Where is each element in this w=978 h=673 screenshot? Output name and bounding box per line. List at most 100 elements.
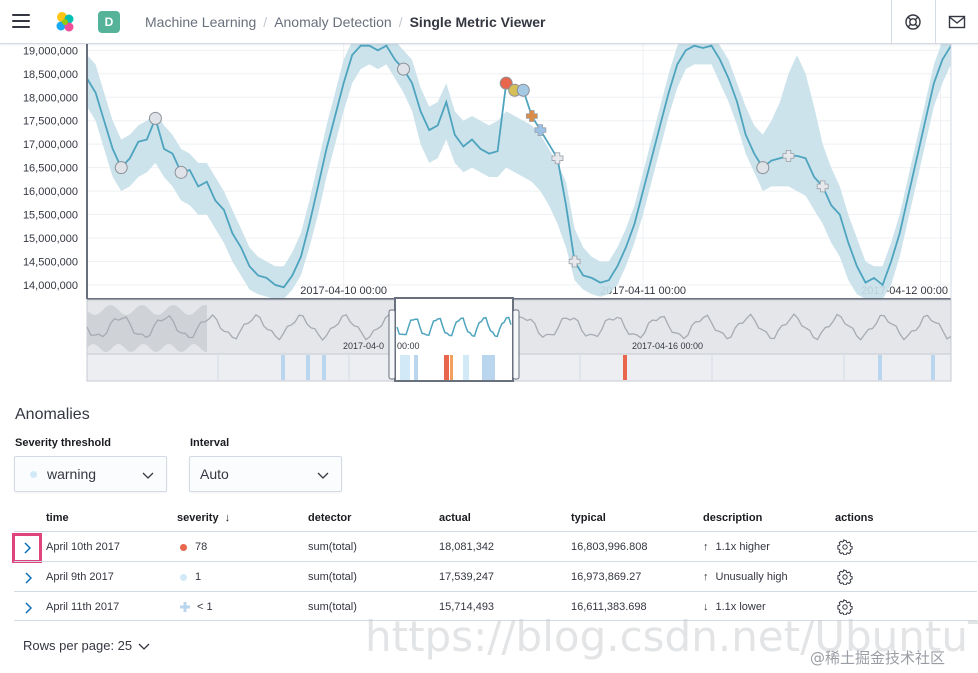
cell-severity: 1: [180, 571, 201, 583]
y-tick-label: 16,500,000: [23, 163, 78, 175]
context-date-label: 2017-04-16 00:00: [632, 341, 703, 351]
severity-cross-icon: [180, 602, 190, 612]
cell-severity: 78: [180, 541, 207, 553]
description-text: Unusually high: [715, 571, 788, 583]
cell-typical: 16,973,869.27: [571, 571, 642, 583]
chevron-down-icon: [317, 472, 329, 479]
anomaly-marker-cross: [782, 150, 795, 162]
y-tick-label: 15,000,000: [23, 233, 78, 245]
cell-actions: [837, 569, 853, 585]
rows-per-page-selector[interactable]: Rows per page: 25: [23, 638, 150, 653]
anomaly-marker-cross: [816, 180, 829, 193]
cell-actions: [837, 599, 853, 615]
anomaly-marker-circle: [516, 83, 530, 97]
severity-threshold-value: warning: [47, 466, 97, 482]
severity-dot-icon: [180, 543, 187, 551]
cell-typical: 16,611,383.698: [571, 601, 647, 613]
chevron-right-icon: [25, 602, 32, 614]
interval-value: Auto: [200, 466, 229, 482]
expand-row-button[interactable]: [14, 565, 42, 591]
swimlane-anomaly-mark: [878, 355, 882, 380]
column-header-typical[interactable]: typical: [571, 512, 606, 524]
expand-row-button[interactable]: [14, 595, 42, 621]
brush-handle[interactable]: [512, 309, 520, 380]
x-tick-label: 2017-04-11 00:00: [600, 285, 686, 297]
expand-row-button[interactable]: [12, 533, 42, 563]
column-header-time[interactable]: time: [46, 512, 69, 524]
cell-typical: 16,803,996.808: [571, 541, 648, 553]
context-brush-selection: [394, 297, 514, 382]
cell-actual: 18,081,342: [439, 541, 495, 553]
chart-svg[interactable]: 19,000,000 18,500,000 18,000,000 17,500,000…: [0, 44, 978, 384]
space-avatar[interactable]: D: [98, 11, 120, 33]
gear-icon[interactable]: [837, 599, 853, 615]
breadcrumb-separator: /: [263, 14, 268, 30]
x-tick-label: 2017-04-10 00:00: [300, 285, 387, 297]
interval-select[interactable]: Auto: [189, 456, 342, 492]
chevron-right-icon: [24, 542, 31, 554]
anomalies-table: time severity ↓ detector actual typical …: [12, 507, 977, 621]
menu-icon[interactable]: [12, 14, 30, 28]
severity-threshold-select[interactable]: warning: [14, 456, 167, 492]
anomaly-marker-circle: [499, 76, 513, 90]
chevron-down-icon: [138, 643, 150, 650]
cell-description: ↓ 1.1x lower: [703, 601, 766, 613]
brush-series-line: [396, 316, 512, 338]
breadcrumb: Machine Learning / Anomaly Detection / S…: [145, 14, 546, 30]
anomalies-title: Anomalies: [15, 406, 90, 423]
breadcrumb-anomaly-detection[interactable]: Anomaly Detection: [274, 14, 392, 30]
single-metric-chart[interactable]: 19,000,000 18,500,000 18,000,000 17,500,000…: [0, 44, 978, 384]
severity-score: 1: [195, 571, 202, 583]
brush-swimlane-mark: [463, 355, 469, 380]
swimlane-anomaly-mark: [281, 355, 285, 380]
table-header: time severity ↓ detector actual typical …: [14, 507, 977, 531]
mail-icon[interactable]: [947, 12, 967, 32]
swimlane-anomaly-mark: [931, 355, 935, 380]
chevron-down-icon: [142, 472, 154, 479]
column-header-detector[interactable]: detector: [308, 512, 352, 524]
cell-detector: sum(total): [308, 541, 357, 553]
watermark-credit: @稀土掘金技术社区: [810, 649, 946, 667]
table-row[interactable]: April 10th 2017 78 sum(total) 18,081,342…: [12, 531, 977, 563]
context-time-label: 00:00: [397, 341, 420, 351]
chevron-right-icon: [25, 572, 32, 584]
table-row[interactable]: April 11th 2017 < 1 sum(total) 15,714,49…: [14, 591, 977, 621]
context-band: [87, 305, 207, 352]
gear-icon[interactable]: [837, 539, 853, 555]
help-icon[interactable]: [903, 12, 923, 32]
brush-handle[interactable]: [388, 309, 396, 380]
cell-description: ↑ Unusually high: [703, 571, 788, 583]
cell-time: April 10th 2017: [46, 541, 120, 553]
cell-time: April 9th 2017: [46, 571, 114, 583]
elastic-logo[interactable]: [53, 10, 77, 34]
anomaly-marker-cross: [568, 255, 581, 268]
top-header: D Machine Learning / Anomaly Detection /…: [0, 0, 978, 44]
table-row[interactable]: April 9th 2017 1 sum(total) 17,539,247 1…: [14, 561, 977, 591]
y-tick-label: 15,500,000: [23, 210, 78, 222]
rows-per-page-label: Rows per page: 25: [23, 638, 133, 653]
header-divider: [935, 0, 936, 44]
interval-label: Interval: [190, 437, 230, 449]
severity-dot-icon: [30, 470, 37, 478]
column-header-description[interactable]: description: [703, 512, 763, 524]
y-tick-label: 17,500,000: [23, 116, 78, 128]
breadcrumb-machine-learning[interactable]: Machine Learning: [145, 14, 257, 30]
brush-swimlane-mark: [400, 355, 410, 380]
severity-threshold-label: Severity threshold: [15, 437, 111, 449]
sort-arrow-icon: ↓: [224, 512, 231, 524]
severity-score: < 1: [197, 601, 213, 613]
swimlane-anomaly-mark: [322, 355, 326, 380]
swimlane-anomaly-mark: [623, 355, 627, 380]
y-tick-label: 14,500,000: [23, 256, 78, 268]
column-header-actual[interactable]: actual: [439, 512, 471, 524]
column-header-severity[interactable]: severity ↓: [177, 512, 230, 524]
brush-swimlane-mark: [450, 355, 453, 380]
y-tick-label: 14,000,000: [23, 280, 78, 292]
swimlane-anomaly-mark: [306, 355, 310, 380]
severity-dot-icon: [180, 573, 187, 581]
cell-description: ↑ 1.1x higher: [703, 541, 770, 553]
gear-icon[interactable]: [837, 569, 853, 585]
cell-actions: [837, 539, 853, 555]
anomaly-marker-circle: [756, 161, 770, 175]
direction-arrow-icon: ↑: [703, 541, 709, 553]
